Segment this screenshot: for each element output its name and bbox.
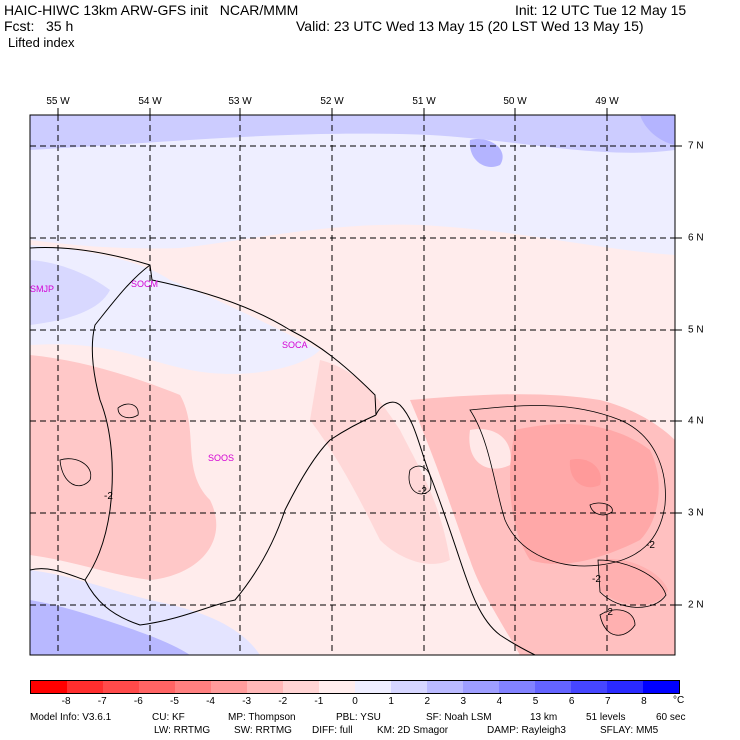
colorbar-swatch [499,681,535,693]
stable-band-north [30,115,675,255]
forecast-hour: Fcst: 35 h [4,18,74,34]
footer-pbl: PBL: YSU [336,712,381,723]
footer-diff: DIFF: full [312,725,353,736]
colorbar-unit: °C [673,695,685,706]
colorbar-swatch [175,681,211,693]
colorbar-tick-label: -3 [242,696,252,707]
colorbar-tick-label: 2 [424,696,430,707]
footer-timestep: 60 sec [656,712,686,723]
footer-km: KM: 2D Smagor [377,725,449,736]
colorbar-swatch [391,681,427,693]
colorbar-tick-label: -8 [61,696,71,707]
station-label-socm: SOCM [131,279,158,289]
footer-mp: MP: Thompson [228,712,296,723]
station-label-soca: SOCA [282,340,308,350]
stable-spot-ne [640,115,675,145]
lon-label-54w: 54 W [138,96,162,107]
lon-ticks [57,108,608,115]
colorbar-tick-label: 5 [532,696,539,707]
footer-sf: SF: Noah LSM [426,712,492,723]
lon-label-52w: 52 W [320,96,344,107]
lat-label-7n: 7 N [688,140,704,152]
colorbar-swatch [139,681,175,693]
unstable-spot-east [569,459,601,488]
init-time: Init: 12 UTC Tue 12 May 15 [515,2,687,18]
colorbar-swatch [571,681,607,693]
lon-label-50w: 50 W [503,96,527,107]
footer-sflay: SFLAY: MM5 [600,725,659,736]
colorbar-swatch [535,681,571,693]
footer-cu: CU: KF [152,712,185,723]
footer-lw: LW: RRTMG [154,725,211,736]
unstable-spot-s [600,609,635,636]
contour-label: -2 [604,607,613,618]
colorbar-tick-label: 6 [568,696,575,707]
contour-label: -2 [646,540,655,551]
colorbar-tick-label: -5 [169,696,179,707]
colorbar-tick-label: 1 [388,696,394,707]
colorbar-swatch [211,681,247,693]
stable-hole-east [469,429,511,469]
unstable-core-east [510,424,659,564]
colorbar-tick-label: 0 [352,696,358,707]
footer-sw: SW: RRTMG [234,725,292,736]
lon-label-55w: 55 W [46,96,70,107]
footer-levels: 51 levels [586,712,626,723]
colorbar-swatch [607,681,643,693]
station-label-soos: SOOS [208,453,235,463]
model-title: HAIC-HIWC 13km ARW-GFS init NCAR/MMM [4,2,299,18]
colorbar-swatch [247,681,283,693]
colorbar-swatch [355,681,391,693]
colorbar-swatch [67,681,103,693]
colorbar-tick-label: -6 [133,696,143,707]
lon-label-51w: 51 W [412,96,436,107]
stable-lobe-west [30,245,320,374]
station-label-smjp: SMJP [30,284,55,294]
lat-lon-grid [30,115,675,655]
unstable-spot-se [600,559,668,605]
lat-label-4n: 4 N [688,415,704,427]
lat-label-5n: 5 N [688,324,704,336]
colorbar-tick-label: 7 [604,696,611,707]
lat-label-6n: 6 N [688,232,704,244]
lat-label-3n: 3 N [688,507,704,519]
colorbar-tick-label: -4 [206,696,215,707]
lon-label-53w: 53 W [228,96,252,107]
colorbar-tick-label: -7 [97,696,107,707]
colorbar [30,680,680,694]
stable-core-north [30,115,675,153]
lat-label-2n: 2 N [688,599,704,611]
colorbar-tick-label: -2 [278,696,288,707]
valid-time: Valid: 23 UTC Wed 13 May 15 (20 LST Wed … [296,18,644,34]
contour-label: -2 [418,486,427,497]
contour-label: -2 [104,491,113,502]
stable-spot-west [30,260,110,325]
colorbar-tick-label: -1 [314,696,324,707]
field-name: Lifted index [8,35,75,50]
stable-core-south [30,600,190,655]
footer-model-info: Model Info: V3.6.1 [30,712,112,723]
colorbar-tick-label: 3 [460,696,467,707]
contour-minus2 [59,403,667,636]
footer-damp: DAMP: Rayleigh3 [487,725,566,736]
colorbar-swatch [319,681,355,693]
colorbar-tick-label: 8 [641,696,647,707]
footer-resolution: 13 km [530,712,558,723]
unstable-west [30,355,217,580]
colorbar-swatch [31,681,67,693]
colorbar-swatch [643,681,679,693]
colorbar-swatch [427,681,463,693]
colorbar-swatch [103,681,139,693]
lon-label-49w: 49 W [595,96,619,107]
colorbar-swatch [283,681,319,693]
lat-ticks [675,145,682,606]
map-frame [29,114,676,656]
contour-label: -2 [592,574,601,585]
colorbar-swatch [463,681,499,693]
coastline [30,247,536,655]
colorbar-tick-label: 4 [496,696,503,707]
